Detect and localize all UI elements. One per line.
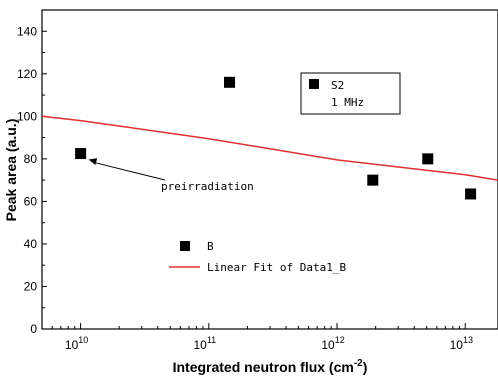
y-tick-label: 20: [24, 279, 38, 293]
x-tick-label: 1013: [450, 335, 473, 352]
linear-fit-line: [41, 115, 498, 181]
y-tick-label: 100: [17, 109, 37, 123]
annotation-text: preirradiation: [161, 180, 254, 193]
y-tick-label: 80: [24, 152, 38, 166]
legend-label-fit: Linear Fit of Data1_B: [207, 261, 346, 274]
legend-label-b: B: [207, 240, 214, 253]
data-points: [75, 76, 477, 200]
y-tick-label: 140: [17, 24, 37, 38]
data-point: [75, 148, 87, 160]
inset-label-marker: [309, 79, 319, 89]
annotation-arrow: [94, 162, 166, 181]
x-tick-label: 1010: [65, 335, 88, 352]
x-tick-label: 1011: [193, 335, 216, 352]
x-tick-label: 1012: [321, 335, 344, 352]
y-tick-label: 120: [17, 67, 37, 81]
preirradiation-annotation: preirradiation: [88, 158, 254, 193]
y-axis-ticks: 0 20 40 60 80 100 120 140: [17, 9, 47, 336]
legend: B Linear Fit of Data1_B: [169, 240, 346, 274]
plot-frame: [41, 9, 498, 330]
y-tick-label: 40: [24, 237, 38, 251]
data-point: [465, 188, 477, 200]
data-point: [422, 153, 434, 165]
x-axis-ticks: 1010 1011 1012 1013: [41, 323, 473, 352]
inset-label: S2 1 MHz: [300, 72, 401, 115]
y-tick-label: 0: [30, 322, 37, 336]
inset-label-title: S2: [331, 79, 344, 92]
y-tick-label: 60: [24, 194, 38, 208]
inset-label-subtitle: 1 MHz: [331, 96, 364, 109]
y-axis-title: Peak area (a.u.): [3, 119, 19, 222]
data-point: [367, 174, 379, 186]
data-point: [224, 76, 236, 88]
x-axis-title: Integrated neutron flux (cm-2): [173, 358, 368, 375]
legend-marker-b: [180, 241, 190, 251]
annotation-arrow-head: [88, 158, 98, 165]
